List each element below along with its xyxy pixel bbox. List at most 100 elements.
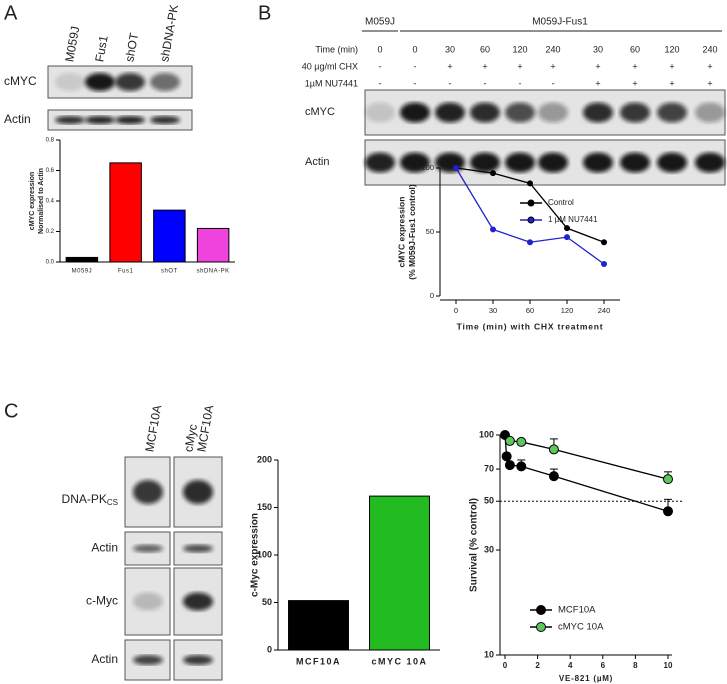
- point: [564, 234, 570, 241]
- bar: [369, 495, 430, 651]
- blot-band: [150, 73, 180, 91]
- blot-band: [55, 116, 85, 124]
- legend-label: cMYC 10A: [558, 622, 604, 633]
- blot-band: [435, 102, 465, 123]
- lane-label: cMyc: [181, 423, 200, 453]
- y-axis-label: Survival (% control): [469, 498, 480, 592]
- x-tick-label: shDNA-PK: [197, 269, 230, 275]
- x-tick-label: 0: [454, 306, 458, 315]
- legend-marker: [527, 216, 535, 224]
- cell: +: [669, 78, 674, 88]
- x-tick-label: MCF10A: [296, 656, 341, 666]
- point: [516, 461, 527, 472]
- row-label: 40 µg/ml CHX: [302, 61, 358, 71]
- blot-band: [183, 592, 213, 611]
- cell: 120: [664, 44, 679, 54]
- point: [663, 474, 673, 485]
- y-tick-label: 0.2: [46, 229, 55, 235]
- point: [548, 444, 559, 455]
- point: [527, 239, 533, 246]
- blot-band: [400, 102, 430, 123]
- y-axis-label: cMYC expression: [396, 197, 406, 268]
- y-tick-label: 0.0: [46, 260, 55, 266]
- row-label: DNA-PKCS: [62, 492, 118, 507]
- blot-band: [505, 152, 535, 173]
- blot-band: [620, 102, 650, 123]
- cell: +: [595, 78, 600, 88]
- blot-band: [183, 655, 213, 665]
- lane-label: shDNA-PK: [157, 4, 181, 64]
- cell: +: [595, 61, 600, 71]
- blot-band: [365, 152, 395, 173]
- blot-band: [55, 73, 85, 91]
- blot-band: [538, 102, 568, 123]
- cell: -: [414, 61, 417, 71]
- lane-label: MCF10A: [194, 404, 216, 453]
- cell: -: [379, 78, 382, 88]
- y-tick-label: 200: [257, 454, 272, 464]
- x-tick-label: 10: [664, 661, 673, 670]
- point: [601, 261, 607, 267]
- x-tick-label: M059J: [72, 269, 93, 275]
- y-tick-label: 50: [426, 227, 434, 236]
- blot-band: [183, 480, 213, 504]
- row-label: 1µM NU7441: [305, 78, 358, 88]
- x-tick-label: 120: [561, 306, 574, 315]
- lane-label: Fus1: [92, 34, 110, 63]
- cell: +: [517, 61, 522, 71]
- cell: 240: [702, 44, 717, 54]
- x-tick-label: 8: [633, 661, 638, 670]
- y-tick-label: 0: [430, 291, 434, 300]
- row-label-sub: CS: [107, 498, 118, 507]
- lane-label: shOT: [122, 31, 141, 63]
- cell: -: [449, 78, 452, 88]
- y-tick-label: 100: [421, 163, 434, 172]
- cell: +: [632, 78, 637, 88]
- cell: 0: [377, 44, 382, 54]
- blot-band: [400, 152, 430, 173]
- cell: +: [669, 61, 674, 71]
- y-tick-label: 70: [484, 463, 494, 473]
- blot-band: [133, 592, 163, 611]
- y-axis-label: c-Myc expression: [250, 513, 261, 597]
- x-tick-label: 4: [568, 661, 573, 670]
- y-tick-label: 0: [267, 644, 272, 654]
- cell: 30: [593, 44, 603, 54]
- cell: 120: [512, 44, 527, 54]
- legend-label: Control: [548, 198, 574, 207]
- cell: 240: [545, 44, 560, 54]
- x-tick-label: 60: [526, 306, 534, 315]
- y-tick-label: 0.6: [46, 168, 55, 174]
- point: [564, 225, 570, 232]
- y-axis-label: (% M059J-Fus1 control): [407, 184, 417, 280]
- y-tick-label: 150: [257, 502, 272, 512]
- blot-band: [133, 655, 163, 665]
- point: [601, 239, 607, 246]
- x-tick-label: Fus1: [118, 269, 134, 275]
- row-label-text: Actin: [91, 541, 118, 555]
- cell: +: [707, 78, 712, 88]
- x-axis-label: Time (min) with CHX treatment: [457, 321, 604, 331]
- point: [527, 180, 533, 187]
- row-label-text: DNA-PK: [62, 492, 107, 506]
- cell: -: [552, 78, 555, 88]
- blot-band: [133, 544, 163, 553]
- point: [490, 170, 496, 177]
- group-label: M059J: [365, 17, 395, 28]
- cell: +: [707, 61, 712, 71]
- bar: [196, 227, 230, 263]
- blot-band: [657, 102, 687, 123]
- x-tick-label: 0: [503, 661, 508, 670]
- blot-band: [365, 102, 395, 123]
- blot-band: [470, 152, 500, 173]
- lane-label: MCF10A: [142, 404, 164, 453]
- y-tick-label: 100: [479, 429, 494, 439]
- blot-band: [470, 102, 500, 123]
- x-axis-label: VE-821 (µM): [559, 674, 613, 683]
- y-axis-label: cMYC expression: [29, 172, 36, 230]
- y-tick-label: 0.8: [46, 138, 55, 144]
- x-tick-label: cMYC 10A: [371, 656, 427, 666]
- point: [504, 460, 515, 471]
- x-tick-label: 2: [535, 661, 540, 670]
